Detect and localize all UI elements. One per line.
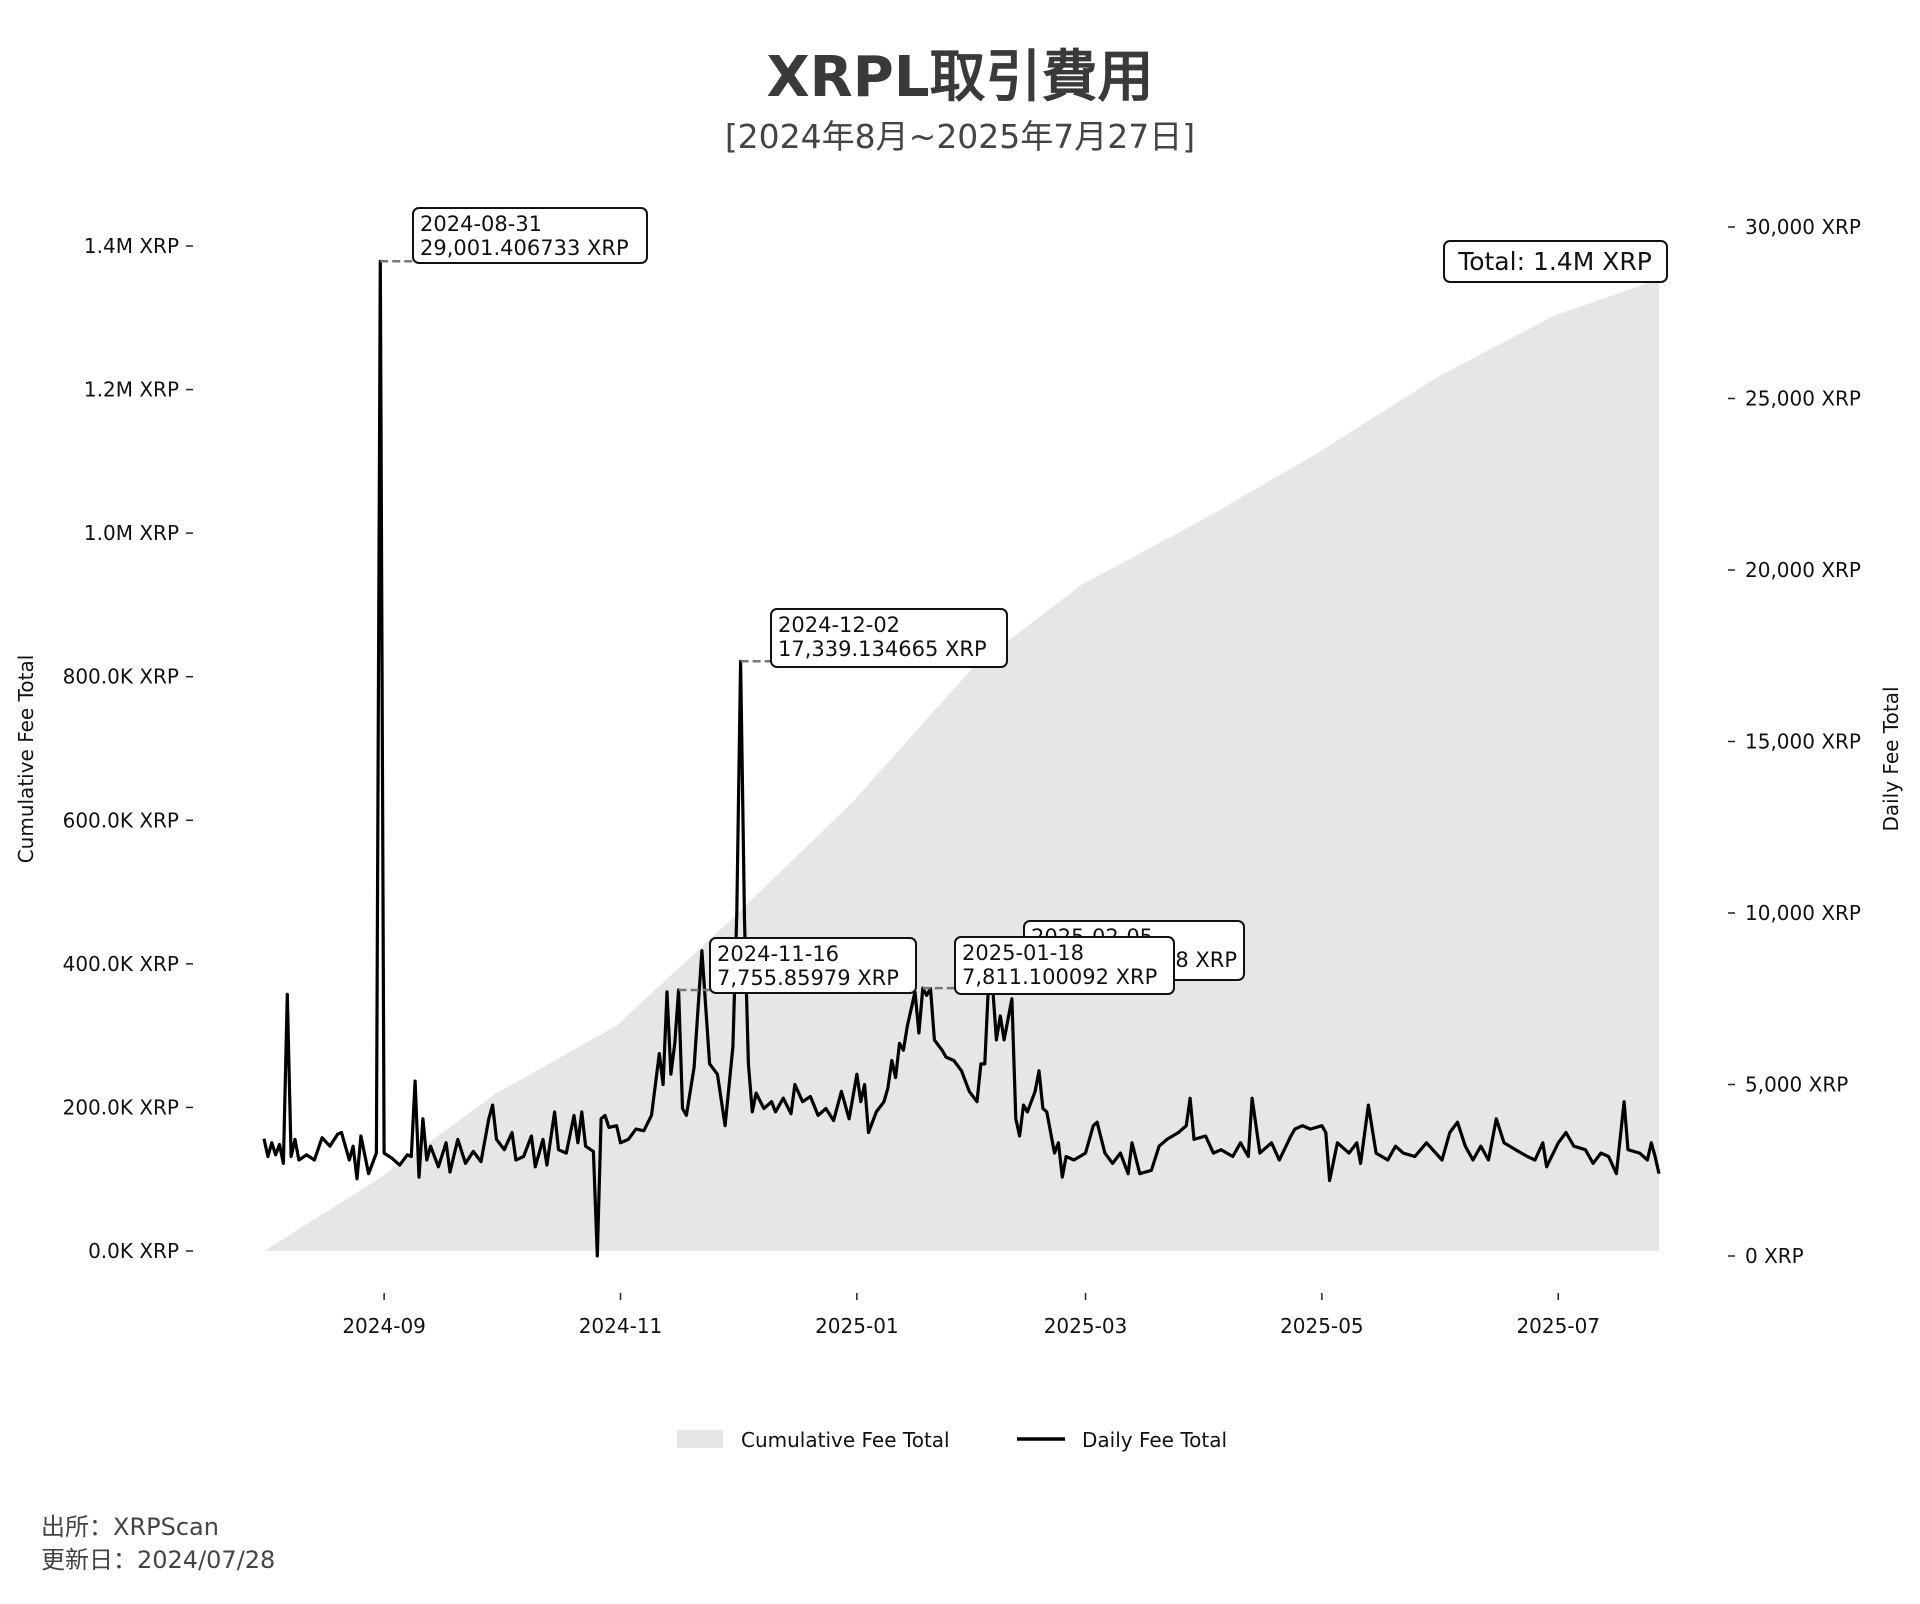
- left-tick-label: 600.0K XRP: [63, 808, 179, 832]
- chart-title: XRPL取引費用: [766, 45, 1153, 110]
- legend: Cumulative Fee Total Daily Fee Total: [677, 1428, 1227, 1452]
- annotation-value: 7,755.85979 XRP: [717, 966, 899, 990]
- left-tick-label: 1.0M XRP: [84, 521, 179, 545]
- footer-source: 出所：XRPScan: [41, 1513, 219, 1541]
- left-axis: 0.0K XRP 200.0K XRP 400.0K XRP 600.0K XRP 80…: [63, 234, 193, 1263]
- annotation-box: [954, 936, 1175, 995]
- annotation-2024-11-16: 2024-11-167,755.85979 XRP: [678, 937, 917, 994]
- annotation-2025-01-18: 2025-01-187,811.100092 XRP: [922, 936, 1175, 995]
- right-tick-label: 5,000 XRP: [1745, 1073, 1848, 1097]
- right-axis-label: Daily Fee Total: [1879, 686, 1903, 831]
- right-tick-label: 10,000 XRP: [1745, 901, 1861, 925]
- daily-line-layer: [262, 259, 1661, 1258]
- daily-fee-line: [262, 259, 1661, 1258]
- annotation-date: 2025-01-18: [962, 941, 1084, 965]
- annotation-date: 2024-12-02: [778, 613, 900, 637]
- right-axis: 0 XRP 5,000 XRP 10,000 XRP 15,000 XRP 20,000…: [1728, 215, 1861, 1268]
- x-axis: 2024-09 2024-11 2025-01 2025-03 2025-05 2025-…: [342, 1293, 1600, 1338]
- total-label: Total: 1.4M XRP: [1443, 240, 1668, 283]
- right-tick-label: 15,000 XRP: [1745, 730, 1861, 754]
- annotation-date: 2024-08-31: [420, 212, 542, 236]
- left-tick-label: 800.0K XRP: [63, 665, 179, 689]
- x-tick-label: 2024-11: [579, 1314, 663, 1338]
- x-tick-label: 2025-05: [1280, 1314, 1364, 1338]
- annotation-value: 29,001.406733 XRP: [420, 236, 629, 260]
- legend-swatch-cumulative: [677, 1430, 723, 1448]
- right-tick-label: 20,000 XRP: [1745, 558, 1861, 582]
- left-axis-label: Cumulative Fee Total: [14, 655, 38, 864]
- legend-label-cumulative: Cumulative Fee Total: [741, 1428, 950, 1452]
- cumulative-area: [264, 279, 1659, 1251]
- left-tick-label: 200.0K XRP: [63, 1095, 179, 1119]
- left-tick-label: 0.0K XRP: [88, 1239, 179, 1263]
- footer-updated: 更新日：2024/07/28: [41, 1546, 275, 1574]
- x-tick-label: 2025-03: [1044, 1314, 1128, 1338]
- annotation-box: [709, 937, 917, 994]
- x-tick-label: 2025-07: [1516, 1314, 1600, 1338]
- x-tick-label: 2024-09: [342, 1314, 426, 1338]
- x-tick-label: 2025-01: [815, 1314, 899, 1338]
- annotation-box: [412, 207, 648, 264]
- total-text: Total: 1.4M XRP: [1457, 247, 1652, 276]
- left-tick-label: 1.2M XRP: [84, 378, 179, 402]
- right-tick-label: 0 XRP: [1745, 1244, 1804, 1268]
- chart-subtitle: [2024年8月~2025年7月27日]: [725, 117, 1195, 156]
- left-tick-label: 1.4M XRP: [84, 234, 179, 258]
- right-tick-label: 30,000 XRP: [1745, 215, 1861, 239]
- left-tick-label: 400.0K XRP: [63, 952, 179, 976]
- right-tick-label: 25,000 XRP: [1745, 387, 1861, 411]
- annotation-value: 8 XRP: [1175, 948, 1237, 972]
- legend-label-daily: Daily Fee Total: [1082, 1428, 1227, 1452]
- annotation-date: 2024-11-16: [717, 942, 839, 966]
- annotation-box: [770, 608, 1008, 668]
- total-box: [1443, 240, 1668, 283]
- annotation-value: 17,339.134665 XRP: [778, 637, 987, 661]
- annotation-value: 7,811.100092 XRP: [962, 965, 1157, 989]
- cumulative-area-layer: [264, 279, 1659, 1251]
